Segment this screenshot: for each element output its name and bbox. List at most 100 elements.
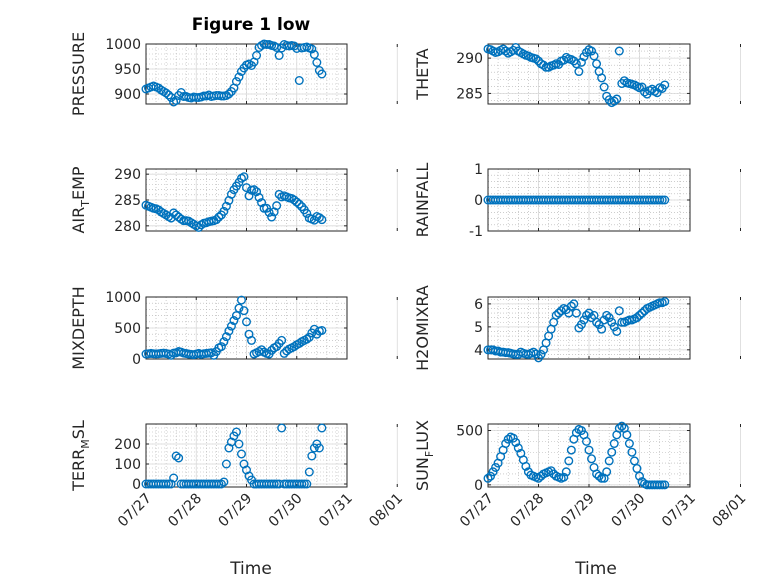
terr_msl-ytick-label: 100 [114,457,141,473]
pressure-point [252,51,262,61]
theta-point [592,59,602,69]
pressure-point [171,95,181,105]
h2omixra-point [660,297,670,307]
h2omixra-point [571,308,581,318]
terr_msl-point [277,423,287,433]
theta-point [589,51,599,61]
air_temp-ytick-label: 280 [114,219,141,235]
terr_msl-point [317,423,327,433]
h2omixra-ytick-label: 5 [474,320,483,336]
mixdepth-point [279,348,289,358]
theta-point [599,82,609,92]
terr_msl-point [219,477,229,487]
terr_msl-point [236,449,246,459]
sun_flux-point [657,480,667,490]
pressure-point [309,50,319,60]
rainfall-ytick-label: -1 [469,224,483,240]
sun_flux-point [607,447,617,457]
air_temp-point [249,185,259,195]
pressure-ytick-label: 900 [114,87,141,103]
pressure-point [272,43,282,53]
h2omixra-point [569,299,579,309]
sun_flux-point [627,447,637,457]
mixdepth-point [317,325,327,335]
theta-point [571,59,581,69]
theta-point [614,46,624,56]
sun_flux-point [617,421,627,431]
air_temp-point [211,215,221,225]
h2omixra-ylabel: H2OMIXRA [413,285,432,371]
sun_flux-point [564,456,574,466]
terr_msl-point [297,479,307,489]
mixdepth-point [216,342,226,352]
theta-point [637,82,647,92]
sun_flux-point [592,469,602,479]
h2omixra-point [536,349,546,359]
air_temp-point [239,172,249,182]
sun_flux-point [488,467,498,477]
air_temp-point [244,191,254,201]
rainfall-point [655,195,665,205]
sun_flux-point [581,436,591,446]
h2omixra-point [609,322,619,332]
sun_flux-ytick-label: 0 [474,478,483,494]
h2omixra-point [604,313,614,323]
rainfall-ytick-label: 0 [474,193,483,209]
air_temp-ytick-label: 290 [114,167,141,183]
h2omixra-point [594,320,604,330]
h2omixra-point [597,324,607,334]
mixdepth-point [236,295,246,305]
h2omixra-point [635,310,645,320]
terr_msl-point [304,467,314,477]
sun_flux-point [660,480,670,490]
terr_msl-point [216,479,226,489]
h2omixra-point [607,317,617,327]
h2omixra-point [576,320,586,330]
theta-point [574,67,584,77]
air_temp-point [219,206,229,216]
rainfall-ytick-label: 1 [474,162,483,178]
air_temp-ylabel: AIRTEMP [69,166,92,233]
terr_msl-point [269,479,279,489]
terr_msl-point [307,451,317,461]
air_temp-point [257,198,267,208]
sun_flux-point [503,434,513,444]
h2omixra-point [554,308,564,318]
sun_flux-point [597,473,607,483]
air_temp-point [302,208,312,218]
sun_flux-point [566,445,576,455]
pressure-point [307,44,317,54]
figure-title: Figure 1 low [192,15,311,35]
mixdepth-point [166,350,176,360]
sun_flux-point [521,461,531,471]
terr_msl-point [314,443,324,453]
sun_flux-point [594,471,604,481]
h2omixra-point [632,313,642,323]
air_temp-ytick-label: 285 [114,193,141,209]
pressure-point [317,69,327,79]
h2omixra-point [614,306,624,316]
theta-ytick-label: 285 [456,86,483,102]
terr_msl-point [164,479,174,489]
terr_msl-point [221,459,231,469]
mixdepth-point [304,332,314,342]
sun_flux-point [584,445,594,455]
chart-pressure: 900 950 1000 PRESSURE [69,32,398,116]
h2omixra-point [566,301,576,311]
theta-ytick-label: 290 [456,51,483,67]
chart-air_temp: 280 285 290 AIRTEMP [69,166,398,235]
terr_msl-point [174,453,184,463]
sun_flux-point [559,472,569,482]
terr_msl-point [299,479,309,489]
pressure-point [224,89,234,99]
h2omixra-point [655,298,665,308]
theta-ylabel: THETA [413,48,432,100]
terr_msl-point [171,451,181,461]
mixdepth-point [206,348,216,358]
sun_flux-ytick-label: 500 [456,424,483,440]
sun_flux-point [486,471,496,481]
sun_flux-point [609,439,619,449]
theta-point [619,76,629,86]
pressure-ylabel: PRESSURE [69,32,88,116]
air_temp-point [267,212,277,222]
